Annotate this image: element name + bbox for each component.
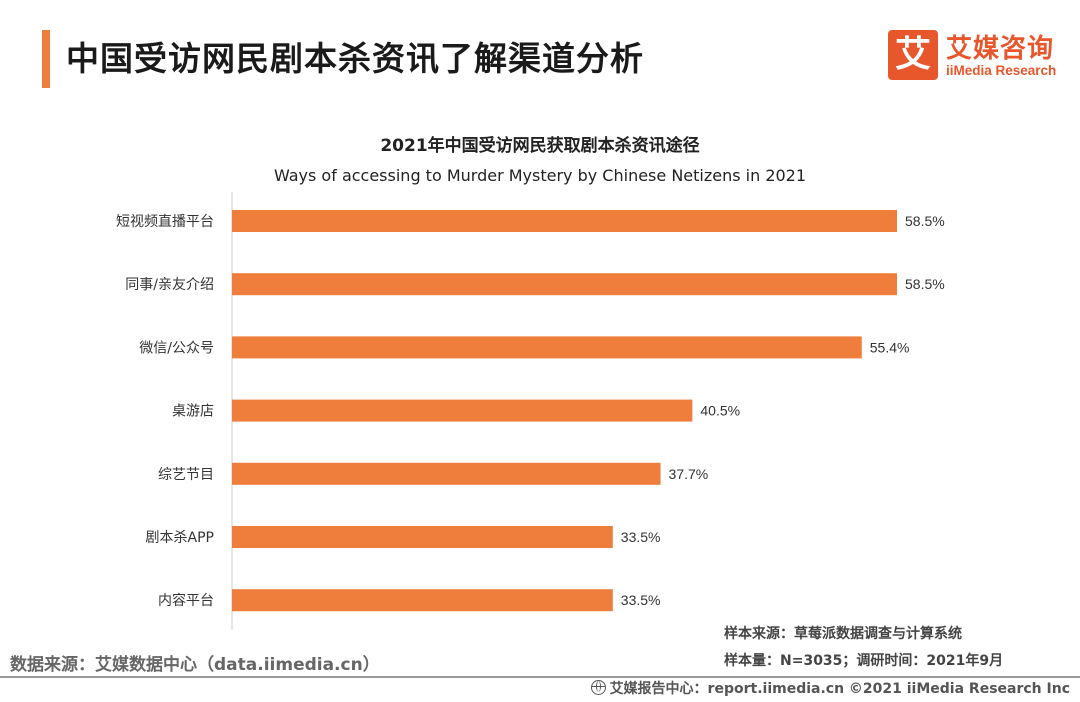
category-label: 同事/亲友介绍 [125,277,214,293]
value-label: 33.5% [621,529,661,545]
logo-name-en: iiMedia Research [946,63,1057,78]
category-label: 内容平台 [158,592,214,609]
page-title: 中国受访网民剧本杀资讯了解渠道分析 [66,39,644,78]
bar [232,462,661,485]
footer-text: 艾媒报告中心：report.iimedia.cn ©2021 iiMedia R… [609,681,1070,697]
bar [232,526,613,548]
footer-divider [0,676,1080,678]
logo-mark: 艾 [888,30,938,80]
value-label: 58.5% [905,276,945,292]
chart-subtitle: Ways of accessing to Murder Mystery by C… [273,166,807,185]
globe-icon [590,680,606,695]
bar [232,210,897,232]
sample-source-note: 样本来源：草莓派数据调查与计算系统 [724,626,962,642]
sample-size-note: 样本量：N=3035；调研时间：2021年9月 [724,653,1004,669]
bar [232,336,862,359]
value-label: 58.5% [905,213,945,229]
category-label: 微信/公众号 [139,340,214,356]
value-label: 37.7% [669,466,709,482]
bar [232,273,897,296]
value-label: 33.5% [621,592,661,608]
category-label: 综艺节目 [158,467,214,483]
bar [232,399,693,422]
title-accent-bar [42,30,50,88]
category-label: 剧本杀APP [146,530,214,546]
logo-name-cn: 艾媒咨询 [946,34,1055,64]
value-label: 40.5% [700,403,740,419]
data-source: 数据来源：艾媒数据中心（data.iimedia.cn） [10,655,380,675]
category-label: 短视频直播平台 [116,213,214,230]
category-label: 桌游店 [172,404,214,420]
value-label: 55.4% [870,339,910,355]
iimedia-logo: 艾 艾媒咨询 iiMedia Research [888,30,1068,82]
chart-title: 2021年中国受访网民获取剧本杀资讯途径 [380,136,700,156]
footer: 艾媒报告中心：report.iimedia.cn ©2021 iiMedia R… [590,678,1070,698]
bar [232,589,613,612]
